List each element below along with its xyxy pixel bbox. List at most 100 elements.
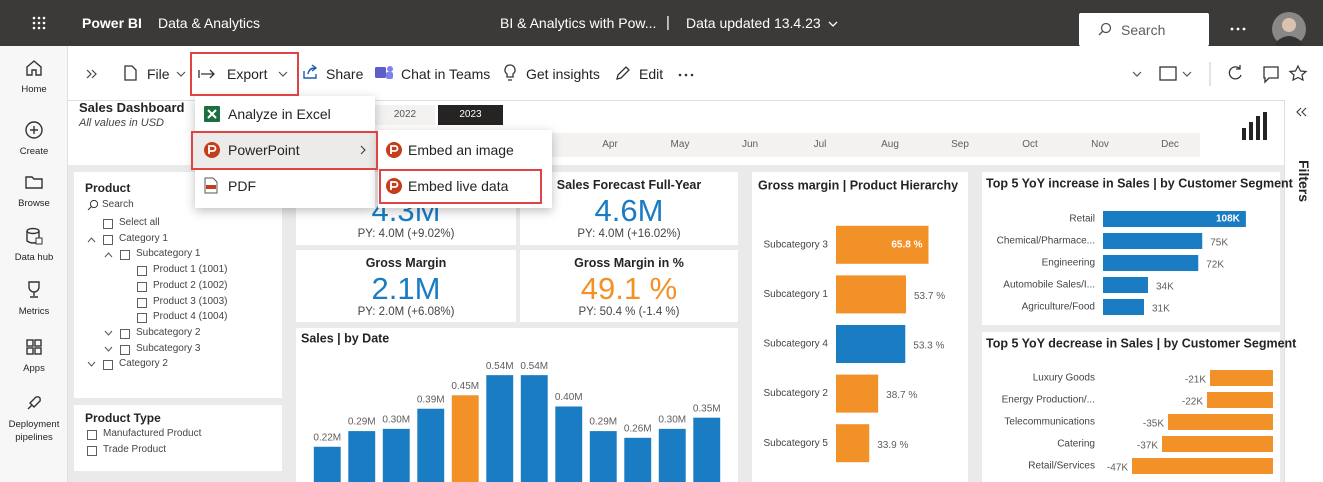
menu-item[interactable]: PowerPoint [228, 142, 300, 158]
slicer-item[interactable]: Category 1 [119, 232, 168, 244]
bar [520, 375, 548, 482]
month-button[interactable]: Sep [951, 139, 969, 150]
bar [486, 375, 514, 482]
powerpoint-icon [386, 142, 402, 158]
toolbar-button[interactable]: Share [326, 66, 364, 82]
nav-icon [25, 121, 43, 139]
category-label: Subcategory 3 [764, 239, 829, 250]
nav-item[interactable]: Browse [18, 198, 50, 209]
year-button[interactable]: 2022 [375, 105, 435, 125]
slicer-item[interactable]: Product 4 (1004) [153, 311, 228, 323]
data-label: 0.40M [555, 392, 583, 403]
app-launcher[interactable] [32, 16, 46, 30]
toolbar-button[interactable]: Export [227, 66, 268, 82]
slicer-item[interactable]: Trade Product [103, 444, 166, 455]
menu-item[interactable]: Embed an image [408, 142, 514, 158]
slicer-search[interactable]: Search [102, 199, 134, 210]
toolbar-button[interactable]: Edit [639, 66, 664, 82]
menu-item[interactable]: PDF [228, 178, 256, 194]
bar [1103, 299, 1145, 315]
toolbar-button[interactable]: Chat in Teams [401, 66, 491, 82]
checkbox [120, 328, 130, 339]
slicer-item[interactable]: Subcategory 2 [136, 326, 201, 338]
checkbox [137, 297, 147, 308]
category-label: Retail [1069, 214, 1095, 225]
data-updated[interactable]: Data updated 13.4.23 [686, 15, 821, 31]
more-icon[interactable] [1230, 27, 1246, 31]
expand-icon[interactable] [86, 69, 98, 79]
workspace[interactable]: Data & Analytics [158, 15, 260, 31]
toolbar-button[interactable]: Get insights [526, 66, 600, 82]
month-button[interactable]: Jun [741, 139, 759, 150]
menu-item[interactable]: Analyze in Excel [228, 106, 331, 122]
data-label: -47K [1107, 463, 1128, 474]
powerpoint-icon [386, 178, 402, 194]
data-label: 33.9 % [877, 440, 908, 451]
bar [589, 431, 617, 482]
checkbox [137, 313, 147, 324]
slicer-item[interactable]: Product 2 (1002) [153, 279, 228, 291]
data-label: -21K [1185, 375, 1206, 386]
slicer-item[interactable]: Manufactured Product [103, 428, 202, 439]
highlight-box [191, 131, 378, 170]
category-label: Subcategory 4 [764, 339, 829, 350]
bar [624, 437, 652, 482]
collapse-icon[interactable] [1296, 107, 1308, 117]
bar [417, 408, 445, 482]
toolbar-right-icons[interactable] [1128, 60, 1318, 88]
checkbox [103, 360, 113, 371]
menu-item[interactable]: Embed live data [408, 178, 509, 194]
nav-item[interactable]: Apps [23, 363, 45, 374]
search-box[interactable] [1079, 13, 1209, 46]
product-type-slicer [74, 405, 282, 471]
share-icon [303, 64, 318, 79]
data-label: 72K [1206, 260, 1224, 271]
nav-icon [27, 396, 41, 410]
checkbox [120, 250, 130, 261]
year-button-selected[interactable]: 2023 [438, 105, 503, 125]
kpi-card [520, 250, 738, 322]
menu-item-hover [193, 132, 376, 168]
month-button[interactable]: May [670, 139, 690, 150]
file-icon [124, 65, 137, 81]
slicer-item[interactable]: Product 1 (1001) [153, 264, 228, 276]
powerpoint-icon [204, 142, 220, 158]
category-label: Telecommunications [1004, 417, 1095, 428]
slicer-item[interactable]: Product 3 (1003) [153, 295, 228, 307]
brand[interactable]: Power BI [82, 15, 142, 31]
bar [313, 446, 341, 482]
month-button[interactable]: Dec [1161, 139, 1179, 150]
slicer-title: Product Type [85, 411, 161, 425]
toolbar-button[interactable]: File [147, 66, 170, 82]
data-label: 53.3 % [913, 341, 944, 352]
expand-chevron [87, 361, 96, 368]
month-button[interactable]: Aug [881, 139, 899, 150]
expand-chevron [87, 236, 96, 243]
nav-item[interactable]: Home [21, 84, 47, 95]
bar [836, 275, 907, 314]
nav-item[interactable]: Create [19, 146, 49, 157]
nav-icon [26, 339, 42, 355]
category-label: Catering [1057, 439, 1095, 450]
checkbox [137, 266, 147, 277]
insights-icon [504, 64, 516, 81]
month-button[interactable]: Oct [1022, 139, 1038, 150]
month-button[interactable]: Nov [1091, 139, 1109, 150]
slicer-item[interactable]: Subcategory 3 [136, 342, 201, 354]
month-button[interactable]: Jul [813, 139, 827, 150]
nav-item[interactable]: Deployment pipelines [8, 419, 60, 443]
report-name: BI & Analytics with Pow... [500, 15, 657, 31]
kpi-py: PY: 50.4 % (-1.4 %) [578, 306, 680, 318]
checkbox [103, 219, 113, 229]
nav-item[interactable]: Data hub [14, 252, 54, 263]
checkbox [103, 234, 113, 245]
more-icon[interactable] [678, 73, 694, 77]
slicer-item[interactable]: Subcategory 1 [136, 248, 201, 260]
month-button[interactable]: Apr [602, 139, 618, 150]
data-label: 75K [1210, 238, 1228, 249]
slicer-item[interactable]: Category 2 [119, 358, 168, 370]
nav-item[interactable]: Metrics [18, 306, 50, 317]
slicer-item[interactable]: Select all [119, 217, 160, 228]
bar [836, 424, 870, 463]
avatar[interactable] [1272, 12, 1306, 46]
